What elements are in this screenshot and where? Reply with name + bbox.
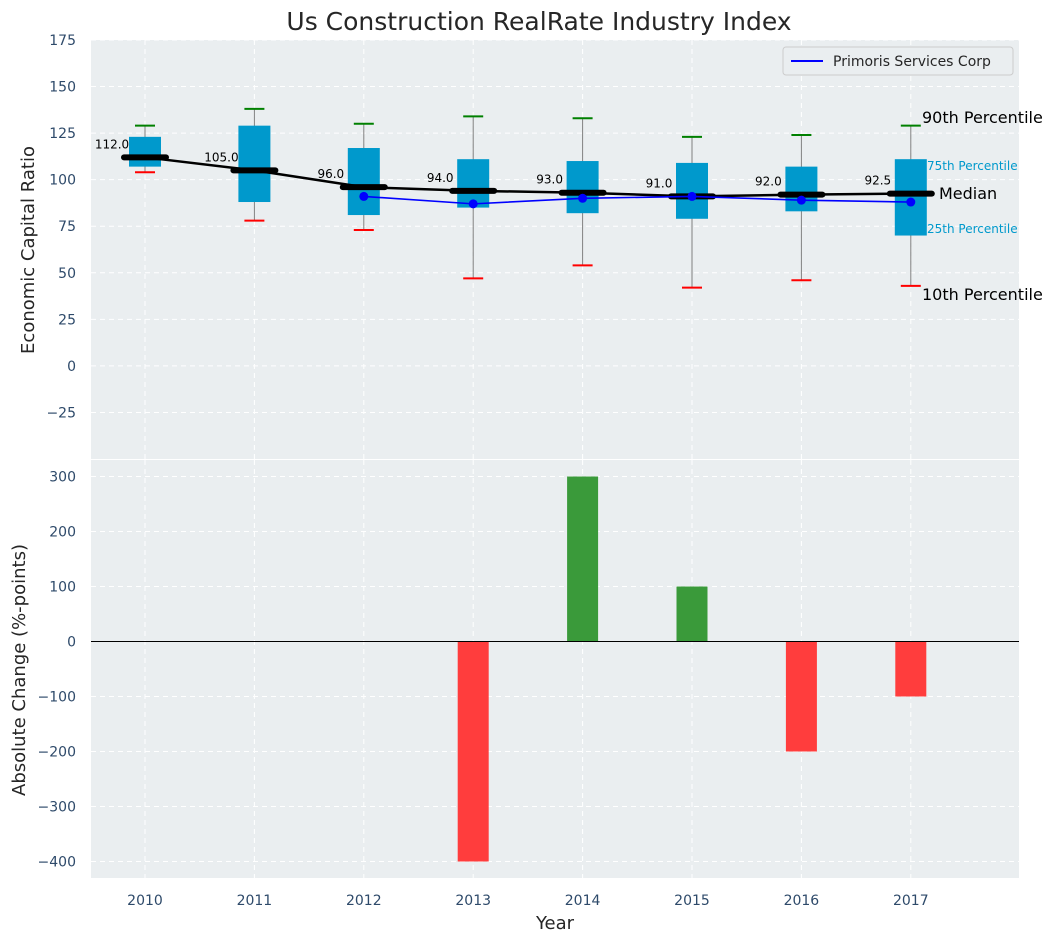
change-bar — [785, 641, 817, 752]
iqr-box — [347, 148, 380, 216]
top-y-tick: 50 — [58, 266, 76, 282]
bottom-y-tick: −300 — [38, 800, 76, 816]
iqr-box — [894, 159, 927, 236]
median-data-label: 112.0 — [95, 137, 129, 151]
x-tick: 2011 — [237, 893, 273, 909]
change-bar — [457, 641, 489, 862]
iqr-box — [566, 161, 599, 214]
chart-title: Us Construction RealRate Industry Index — [286, 7, 791, 36]
company-series-point — [687, 191, 697, 201]
top-y-tick: −25 — [46, 405, 76, 421]
x-axis-label: Year — [535, 913, 575, 934]
bottom-y-tick: −200 — [38, 745, 76, 761]
company-series-point — [468, 199, 478, 209]
p90-annotation: 90th Percentile — [922, 108, 1043, 127]
top-y-tick-labels: −25 0 25 50 75 100 125 150 175 — [46, 33, 76, 421]
top-y-tick: 150 — [49, 80, 76, 96]
median-data-label: 94.0 — [427, 171, 454, 185]
p25-annotation: 25th Percentile — [927, 222, 1018, 236]
company-series-point — [796, 195, 806, 205]
top-y-tick: 100 — [49, 173, 76, 189]
change-bar — [567, 476, 599, 642]
p75-annotation: 75th Percentile — [927, 159, 1018, 173]
bottom-y-tick: 100 — [49, 580, 76, 596]
x-tick-labels: 2010 2011 2012 2013 2014 2015 2016 2017 — [127, 893, 928, 909]
top-y-axis-label: Economic Capital Ratio — [18, 146, 39, 354]
legend-label: Primoris Services Corp — [833, 54, 991, 70]
legend-box — [782, 46, 1014, 76]
x-tick: 2013 — [455, 893, 491, 909]
median-data-label: 92.5 — [864, 174, 891, 188]
median-data-label: 93.0 — [536, 173, 563, 187]
median-data-label: 91.0 — [646, 176, 673, 190]
top-y-tick: 125 — [49, 126, 76, 142]
iqr-box — [238, 125, 271, 203]
bottom-y-tick-labels: −400 −300 −200 −100 0 100 200 300 — [38, 470, 76, 871]
company-series-point — [578, 193, 588, 203]
bottom-y-tick: −400 — [38, 855, 76, 871]
bottom-y-axis-label: Absolute Change (%-points) — [9, 544, 30, 796]
top-y-tick: 0 — [67, 359, 76, 375]
legend: Primoris Services Corp — [782, 46, 1014, 76]
company-series-line — [363, 195, 911, 205]
p10-annotation: 10th Percentile — [922, 285, 1043, 304]
median-data-label: 96.0 — [317, 167, 344, 181]
x-tick: 2014 — [565, 893, 601, 909]
change-bar — [895, 641, 927, 697]
bottom-y-tick: 200 — [49, 525, 76, 541]
change-bar — [676, 586, 708, 642]
box-plot-marks: 112.0 105.0 96.0 94.0 93.0 91.0 92.0 92.5 — [95, 107, 935, 289]
median-annotation: Median — [939, 184, 997, 203]
bottom-y-tick: 0 — [67, 635, 76, 651]
median-data-label: 92.0 — [755, 175, 782, 189]
x-tick: 2017 — [893, 893, 929, 909]
top-plot-area — [91, 40, 1019, 459]
iqr-box — [676, 162, 708, 219]
bottom-y-tick: 300 — [49, 470, 76, 486]
top-y-tick: 25 — [58, 312, 76, 328]
bottom-plot-area — [91, 460, 1019, 878]
company-series-point — [906, 197, 916, 207]
bar-marks — [91, 476, 1019, 862]
x-tick: 2016 — [784, 893, 820, 909]
top-y-tick: 75 — [58, 219, 76, 235]
x-tick: 2012 — [346, 893, 382, 909]
top-y-tick: 175 — [49, 33, 76, 49]
median-data-label: 105.0 — [204, 150, 238, 164]
x-tick: 2015 — [674, 893, 710, 909]
x-tick: 2010 — [127, 893, 163, 909]
bottom-y-tick: −100 — [38, 690, 76, 706]
company-series-point — [359, 191, 369, 201]
iqr-box — [129, 136, 161, 167]
